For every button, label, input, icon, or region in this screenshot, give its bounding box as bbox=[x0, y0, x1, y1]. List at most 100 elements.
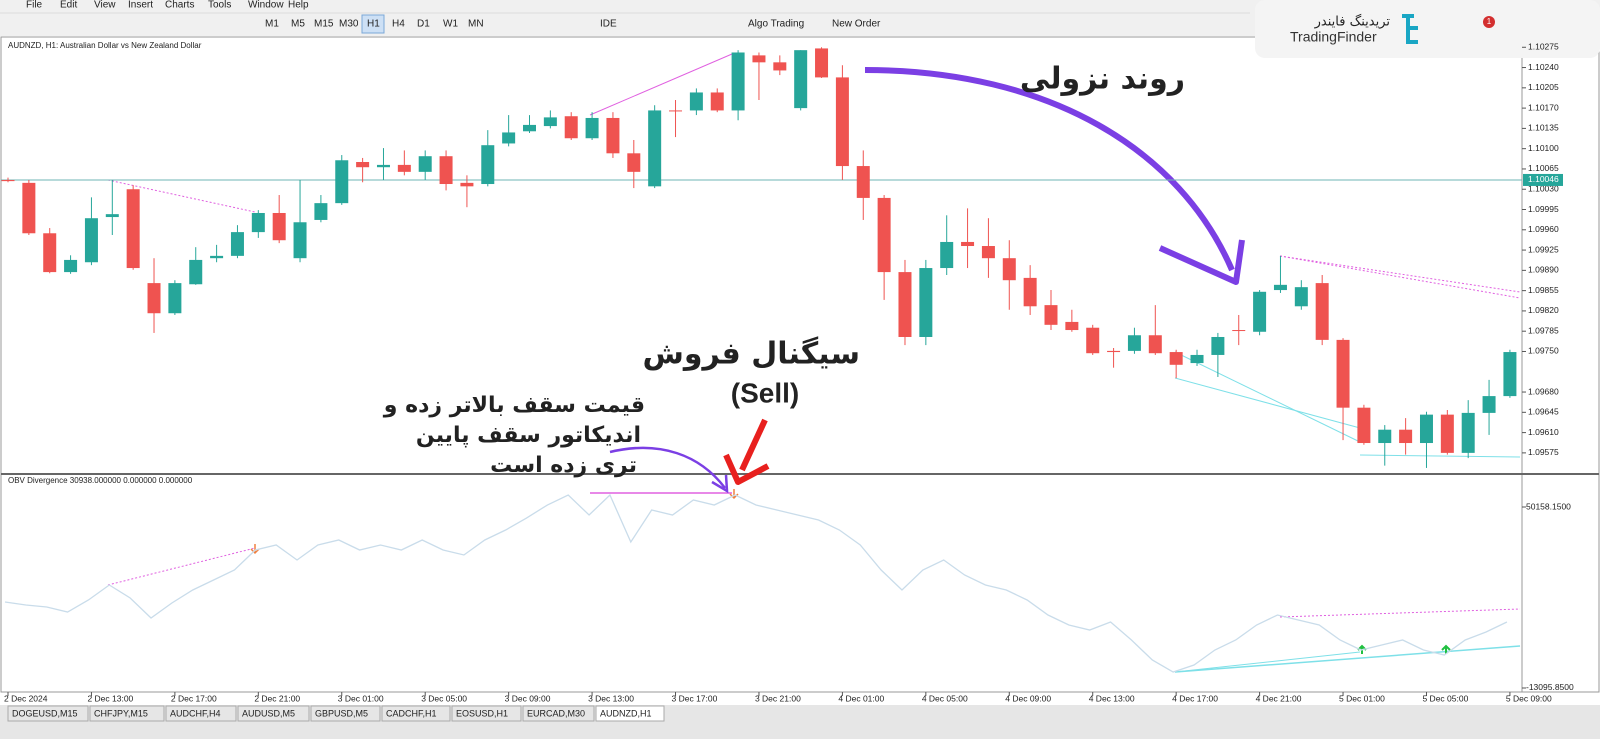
candle-body bbox=[335, 160, 349, 204]
timeframe-active bbox=[361, 14, 385, 34]
menu-item[interactable]: Help bbox=[288, 0, 309, 11]
candle-body bbox=[564, 116, 578, 139]
algo-trading-button[interactable]: Algo Trading bbox=[748, 19, 804, 30]
tab[interactable] bbox=[522, 705, 595, 722]
tab[interactable] bbox=[595, 705, 665, 722]
candle-body bbox=[1378, 429, 1392, 444]
candle-body bbox=[1253, 291, 1267, 332]
timeframe-button[interactable]: M15 bbox=[314, 19, 334, 30]
y-tick-label: 1.10275 bbox=[1528, 42, 1559, 52]
y-tick-label: 1.10240 bbox=[1528, 62, 1559, 72]
menu-item[interactable]: Edit bbox=[60, 0, 77, 11]
candle-body bbox=[877, 197, 891, 273]
ide-button[interactable]: IDE bbox=[600, 19, 617, 30]
candle-body bbox=[1482, 396, 1496, 413]
candle-body bbox=[815, 48, 829, 78]
candle-body bbox=[1273, 284, 1287, 291]
x-tick-label: 4 Dec 21:00 bbox=[1256, 693, 1302, 703]
x-tick-label: 3 Dec 17:00 bbox=[672, 693, 718, 703]
menu-item[interactable]: View bbox=[94, 0, 116, 11]
signal-arrow bbox=[739, 418, 768, 472]
candle-body bbox=[856, 166, 870, 198]
x-tick-label: 3 Dec 13:00 bbox=[588, 693, 634, 703]
menu-item[interactable]: Tools bbox=[208, 0, 231, 11]
timeframe-button[interactable]: MN bbox=[468, 19, 484, 30]
menu-item[interactable]: Window bbox=[248, 0, 284, 11]
y-tick-label: 1.09750 bbox=[1528, 346, 1559, 356]
y-tick-label: 1.10170 bbox=[1528, 102, 1559, 112]
y-tick-label: 1.10135 bbox=[1528, 123, 1559, 133]
candle-body bbox=[1399, 429, 1413, 444]
candle-body bbox=[376, 164, 390, 168]
menu-item[interactable]: File bbox=[26, 0, 43, 11]
candle-body bbox=[585, 117, 599, 139]
note-line: تری زده است bbox=[490, 453, 637, 478]
tab[interactable] bbox=[7, 705, 89, 722]
y-tick-label: 1.10205 bbox=[1528, 82, 1559, 92]
timeframe-button[interactable]: W1 bbox=[443, 19, 458, 30]
y-tick-label: 1.09680 bbox=[1528, 386, 1559, 396]
signal-arrowhead bbox=[723, 453, 770, 485]
candle-body bbox=[210, 255, 224, 259]
timeframe-button[interactable]: M5 bbox=[291, 19, 305, 30]
tab-label: AUDCHF,H4 bbox=[170, 708, 221, 718]
y-tick-label: 1.10100 bbox=[1528, 143, 1559, 153]
x-tick-label: 2 Dec 13:00 bbox=[87, 693, 133, 703]
logo-english: TradingFinder bbox=[1290, 29, 1377, 45]
y-tick-label: 1.09890 bbox=[1528, 265, 1559, 275]
signal-annotation: سیگنال فروش bbox=[642, 336, 860, 372]
candle-body bbox=[1190, 354, 1204, 364]
tab[interactable] bbox=[381, 705, 451, 722]
tab[interactable] bbox=[89, 705, 165, 722]
x-tick-label: 3 Dec 21:00 bbox=[755, 693, 801, 703]
new-order-button[interactable]: New Order bbox=[832, 19, 881, 30]
tab-label: EURCAD,M30 bbox=[527, 708, 585, 718]
tab-label: GBPUSD,M5 bbox=[315, 708, 368, 718]
candle-body bbox=[940, 241, 954, 269]
tab[interactable] bbox=[451, 705, 522, 722]
indicator-header: OBV Divergence 30938.000000 0.000000 0.0… bbox=[8, 476, 193, 485]
timeframe-button[interactable]: H4 bbox=[392, 19, 405, 30]
timeframe-button[interactable]: D1 bbox=[417, 19, 430, 30]
candle-body bbox=[898, 272, 912, 337]
x-tick-label: 5 Dec 09:00 bbox=[1506, 693, 1552, 703]
candle-body bbox=[1503, 352, 1517, 397]
timeframe-button[interactable]: M30 bbox=[339, 19, 359, 30]
tab[interactable] bbox=[165, 705, 237, 722]
trend-annotation: روند نزولی bbox=[1020, 62, 1185, 97]
divergence-line bbox=[107, 179, 256, 213]
candle-body bbox=[22, 182, 36, 234]
tab-label: CADCHF,H1 bbox=[386, 708, 437, 718]
chart-header: AUDNZD, H1: Australian Dollar vs New Zea… bbox=[8, 41, 202, 50]
candle-body bbox=[773, 62, 787, 71]
y-tick-label: 1.09645 bbox=[1528, 407, 1559, 417]
candle-body bbox=[105, 214, 119, 218]
candle-body bbox=[919, 268, 933, 337]
x-tick-label: 4 Dec 17:00 bbox=[1172, 693, 1218, 703]
menu-item[interactable]: Charts bbox=[165, 0, 194, 11]
candle-body bbox=[251, 212, 265, 233]
y-tick-label: 1.09785 bbox=[1528, 325, 1559, 335]
x-tick-label: 5 Dec 05:00 bbox=[1422, 693, 1468, 703]
candle-body bbox=[1065, 321, 1079, 331]
tab[interactable] bbox=[237, 705, 310, 722]
candle-body bbox=[397, 164, 411, 172]
candle-body bbox=[606, 117, 620, 154]
candle-body bbox=[1169, 352, 1183, 365]
x-tick-label: 4 Dec 05:00 bbox=[922, 693, 968, 703]
timeframe-button[interactable]: H1 bbox=[367, 19, 380, 30]
notification-badge[interactable] bbox=[1483, 16, 1495, 28]
candle-body bbox=[1336, 339, 1350, 408]
x-tick-label: 3 Dec 09:00 bbox=[505, 693, 551, 703]
candle-body bbox=[1, 179, 15, 182]
tab-label: CHFJPY,M15 bbox=[94, 708, 148, 718]
divergence-line bbox=[1174, 377, 1361, 429]
menu-item[interactable]: Insert bbox=[128, 0, 153, 11]
x-tick-label: 2 Dec 17:00 bbox=[171, 693, 217, 703]
tab[interactable] bbox=[310, 705, 381, 722]
candle-body bbox=[710, 92, 724, 111]
candle-body bbox=[356, 162, 370, 168]
candle-body bbox=[293, 222, 307, 259]
timeframe-button[interactable]: M1 bbox=[265, 19, 279, 30]
